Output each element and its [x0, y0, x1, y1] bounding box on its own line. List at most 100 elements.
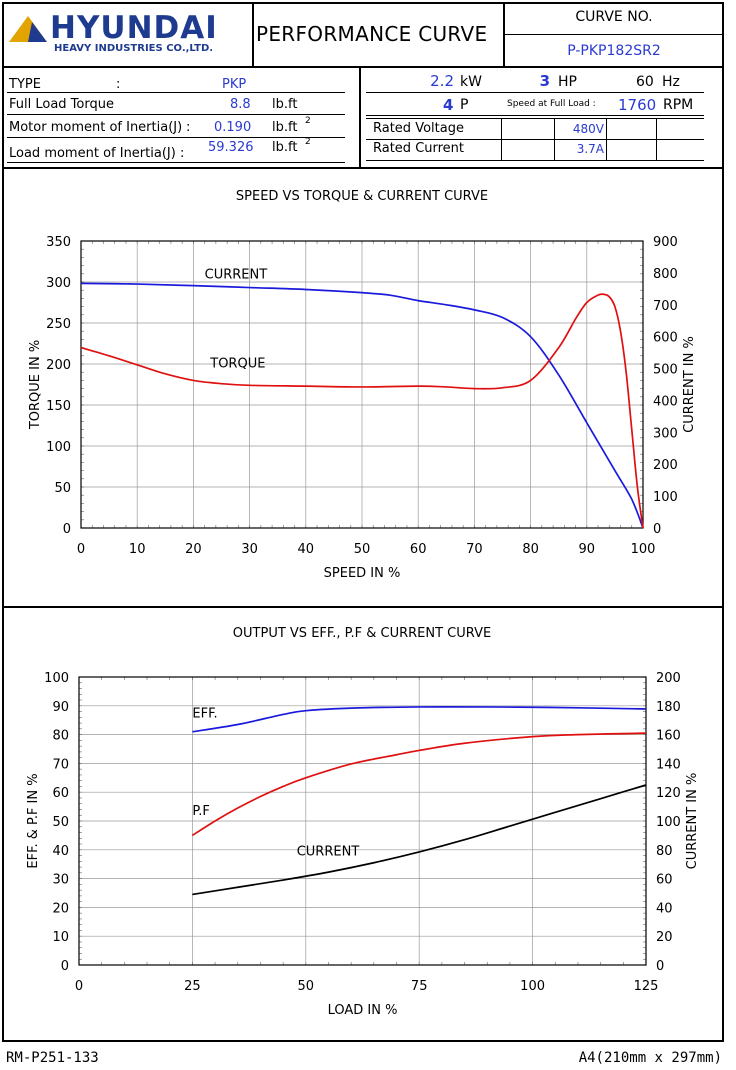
rspec-line-3: [366, 139, 704, 140]
y2-tick-label-7: 700: [653, 299, 678, 314]
x-tick-label-3: 75: [411, 979, 428, 994]
x-tick-label-2: 20: [185, 542, 202, 557]
y-tick-label-1: 10: [52, 930, 69, 945]
y-axis-label: EFF. & P.F IN %: [26, 773, 41, 868]
page-title: PERFORMANCE CURVE: [256, 22, 488, 46]
spec-load-inertia-sep: :: [180, 146, 185, 161]
speed-torque-chart-title: SPEED VS TORQUE & CURRENT CURVE: [235, 189, 489, 204]
y2-tick-label-10: 200: [656, 671, 681, 686]
y-tick-label-5: 250: [46, 317, 71, 332]
y2-tick-label-1: 20: [656, 930, 673, 945]
spec-motor-inertia-sep: :: [186, 120, 191, 135]
y2-tick-label-8: 160: [656, 729, 681, 744]
spec-load-inertia-label: Load moment of Inertia(J): [9, 146, 176, 161]
kw-unit: kW: [460, 74, 482, 90]
y-tick-label-0: 0: [61, 959, 69, 974]
y2-tick-label-7: 140: [656, 757, 681, 772]
hyundai-logo: HYUNDAI HEAVY INDUSTRIES CO.,LTD.: [6, 12, 246, 58]
y-tick-label-3: 150: [46, 399, 71, 414]
spec-torque-value: 8.8: [230, 97, 251, 112]
y2-tick-label-4: 400: [653, 394, 678, 409]
rspec-col-3: [606, 118, 607, 160]
spec-load-inertia-value: 59.326: [208, 140, 254, 155]
y2-tick-label-0: 0: [656, 959, 664, 974]
rspec-line-1: [366, 92, 704, 93]
spec-motor-inertia-label: Motor moment of Inertia(J): [9, 120, 183, 135]
chart-divider-line: [2, 606, 724, 608]
spec-torque-label: Full Load Torque: [9, 97, 114, 112]
rspec-col-2: [554, 118, 555, 160]
spec-bottom-line: [2, 167, 724, 169]
y-tick-label-1: 50: [54, 481, 71, 496]
sheet-frame: [2, 2, 724, 1042]
rated-voltage-value: 480V: [572, 122, 604, 136]
poles-unit: P: [460, 97, 469, 113]
y2-tick-label-8: 800: [653, 267, 678, 282]
header-divider-logo: [252, 2, 254, 66]
series-line-eff: [192, 706, 647, 733]
hp-value: 3: [539, 72, 550, 90]
y-axis-label: TORQUE IN %: [28, 340, 43, 430]
y-tick-label-0: 0: [63, 522, 71, 537]
y-tick-label-8: 80: [52, 729, 69, 744]
annotation-label-0: EFF.: [192, 706, 217, 721]
y2-tick-label-0: 0: [653, 522, 661, 537]
speed-full-load-value: 1760: [618, 96, 657, 114]
x-tick-label-3: 30: [241, 542, 258, 557]
series-line-pf: [191, 732, 647, 837]
plot-border: [78, 676, 647, 966]
y2-axis-label: CURRENT IN %: [682, 336, 697, 433]
x-tick-label-0: 0: [77, 542, 85, 557]
spec-row-line-1: [7, 92, 345, 93]
y2-tick-label-3: 300: [653, 426, 678, 441]
x-tick-label-10: 100: [631, 542, 656, 557]
curve-no-value: P-PKP182SR2: [567, 43, 661, 59]
curve-no-divider: [504, 34, 724, 35]
x-axis-label: LOAD IN %: [328, 1003, 398, 1018]
y-tick-label-7: 70: [52, 757, 69, 772]
logo-triangle-icon: [9, 16, 47, 42]
y2-tick-label-5: 500: [653, 363, 678, 378]
spec-row-line-3: [7, 137, 345, 138]
spec-divider: [359, 66, 361, 167]
x-tick-label-5: 125: [634, 979, 659, 994]
x-tick-label-1: 10: [129, 542, 146, 557]
series-line-current: [80, 282, 644, 529]
rated-current-value: 3.7A: [576, 142, 604, 156]
output-eff-chart: 0 25 50 75 100 125 0 10 20 30 40 50 60 70 80 90 100 0 20 40…: [26, 671, 700, 1018]
y2-tick-label-3: 60: [656, 873, 673, 888]
curve-no-label: CURVE NO.: [575, 9, 653, 25]
y2-tick-label-6: 600: [653, 331, 678, 346]
x-tick-label-0: 0: [75, 979, 83, 994]
y-tick-label-4: 40: [52, 844, 69, 859]
x-tick-label-6: 60: [410, 542, 427, 557]
y-tick-label-4: 200: [46, 358, 71, 373]
spec-type-sep: :: [116, 77, 121, 92]
y-tick-label-9: 90: [52, 700, 69, 715]
spec-row-line-2: [7, 114, 345, 115]
speed-torque-chart: 0 10 20 30 40 50 60 70 80 90 100 0 50 100 150 200 250 300…: [28, 235, 697, 581]
rated-voltage-label: Rated Voltage: [373, 121, 464, 136]
kw-value: 2.2: [430, 72, 454, 90]
hz-unit: Hz: [662, 74, 680, 90]
y2-tick-label-2: 200: [653, 458, 678, 473]
spec-motor-inertia-value: 0.190: [214, 120, 252, 135]
rspec-col-1: [501, 118, 502, 160]
footer-doc-id: RM-P251-133: [6, 1050, 99, 1066]
speed-full-load-unit: RPM: [663, 97, 694, 113]
y-tick-label-6: 300: [46, 276, 71, 291]
y2-tick-label-9: 180: [656, 700, 681, 715]
y-tick-label-5: 50: [52, 815, 69, 830]
spec-load-inertia-unit: lb.ft: [272, 140, 298, 155]
y2-tick-label-1: 100: [653, 490, 678, 505]
footer-paper-size: A4(210mm x 297mm): [578, 1050, 722, 1066]
y-tick-label-2: 20: [52, 901, 69, 916]
annotation-label-0: CURRENT: [205, 268, 268, 283]
x-tick-label-4: 100: [520, 979, 545, 994]
y-tick-label-3: 30: [52, 873, 69, 888]
poles-value: 4: [443, 96, 454, 114]
rspec-line-4: [366, 160, 704, 161]
spec-motor-inertia-sup: 2: [305, 116, 311, 126]
y-tick-label-7: 350: [46, 235, 71, 250]
logo-subtitle: HEAVY INDUSTRIES CO.,LTD.: [54, 43, 214, 54]
